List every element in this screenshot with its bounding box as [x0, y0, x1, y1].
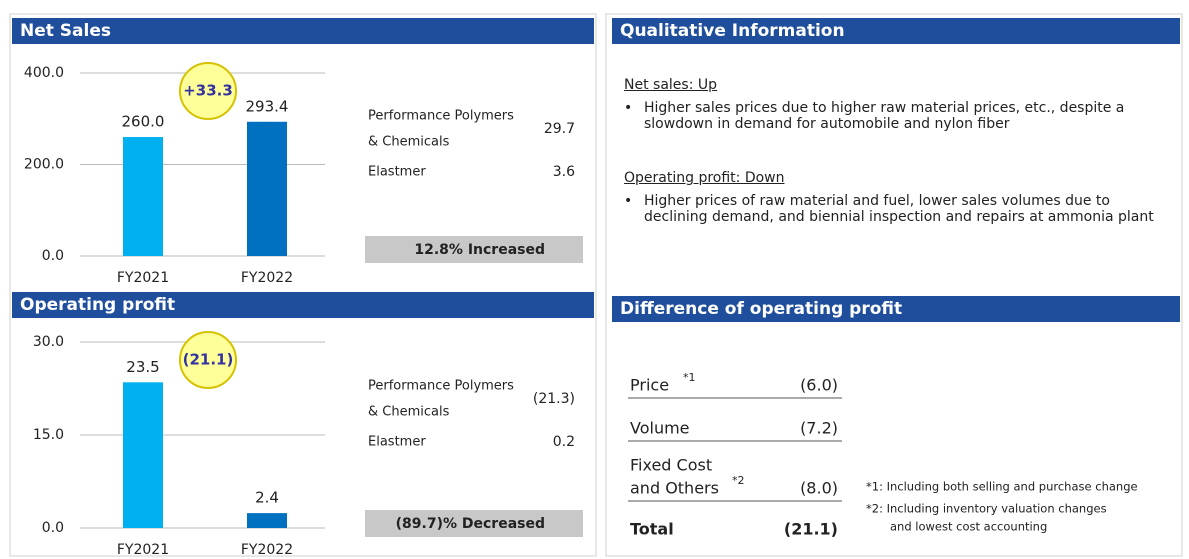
- summary: (89.7)% Decreased: [396, 516, 545, 532]
- value-label: 260.0: [122, 113, 165, 131]
- breakdown-name: Performance Polymers: [368, 109, 514, 124]
- left-panel: [9, 13, 597, 557]
- y-tick-label: 0.0: [42, 520, 64, 536]
- row-value: (6.0): [800, 376, 838, 395]
- breakdown-value: 0.2: [553, 434, 575, 450]
- row-label: Volume: [630, 419, 690, 438]
- breakdown-name: & Chemicals: [368, 405, 450, 420]
- annotation-circle: [179, 331, 237, 389]
- row-value: (7.2): [800, 419, 838, 438]
- bar: [123, 382, 163, 528]
- total-value: (21.1): [784, 520, 838, 539]
- x-tick-label: FY2021: [117, 542, 169, 558]
- bullet-text: Higher prices of raw material and fuel, …: [644, 193, 1154, 225]
- bar: [123, 137, 163, 256]
- breakdown-name: & Chemicals: [368, 135, 450, 150]
- bar: [247, 121, 287, 256]
- row-value: (8.0): [800, 479, 838, 498]
- x-tick-label: FY2021: [117, 270, 169, 286]
- row-note: *2: [732, 474, 745, 487]
- panel-header: Net Sales: [12, 18, 594, 44]
- y-tick-label: 0.0: [42, 248, 64, 264]
- row-label: and Others: [630, 479, 719, 498]
- panel-header: Qualitative Information: [612, 18, 1180, 44]
- bullet-dot: •: [624, 193, 633, 209]
- row-note: *1: [683, 371, 696, 384]
- panel-header: Operating profit: [12, 292, 594, 318]
- summary-box: [365, 510, 583, 537]
- value-label: 293.4: [246, 97, 289, 115]
- total-label: Total: [630, 520, 674, 539]
- summary: 12.8% Increased: [414, 242, 545, 258]
- panel-header: Difference of operating profit: [612, 296, 1180, 322]
- footnote: and lowest cost accounting: [890, 520, 1047, 534]
- footnote: *1: Including both selling and purchase …: [866, 480, 1138, 494]
- row-label: Fixed Cost: [630, 456, 712, 475]
- annotation-circle: [179, 62, 237, 120]
- x-tick-label: FY2022: [241, 542, 293, 558]
- section-heading: Net sales: Up: [624, 77, 717, 93]
- breakdown-value: (21.3): [533, 391, 575, 407]
- breakdown-name: Elastmer: [368, 435, 426, 450]
- value-label: 2.4: [255, 489, 279, 507]
- bar: [247, 513, 287, 528]
- right-panel: [605, 13, 1183, 557]
- y-tick-label: 15.0: [33, 427, 64, 443]
- footnote: *2: Including inventory valuation change…: [866, 502, 1107, 516]
- bullet-dot: •: [624, 100, 633, 116]
- summary-box: [365, 236, 583, 263]
- breakdown-value: 29.7: [544, 121, 575, 137]
- y-tick-label: 200.0: [24, 157, 64, 173]
- breakdown-name: Elastmer: [368, 165, 426, 180]
- annotation: +33.3: [183, 82, 233, 100]
- breakdown-value: 3.6: [553, 164, 575, 180]
- annotation: (21.1): [183, 351, 234, 369]
- value-label: 23.5: [126, 358, 159, 376]
- y-tick-label: 30.0: [33, 334, 64, 350]
- x-tick-label: FY2022: [241, 270, 293, 286]
- row-label: Price: [630, 376, 669, 395]
- breakdown-name: Performance Polymers: [368, 379, 514, 394]
- y-tick-label: 400.0: [24, 65, 64, 81]
- bullet-text: Higher sales prices due to higher raw ma…: [644, 100, 1125, 132]
- section-heading: Operating profit: Down: [624, 170, 785, 186]
